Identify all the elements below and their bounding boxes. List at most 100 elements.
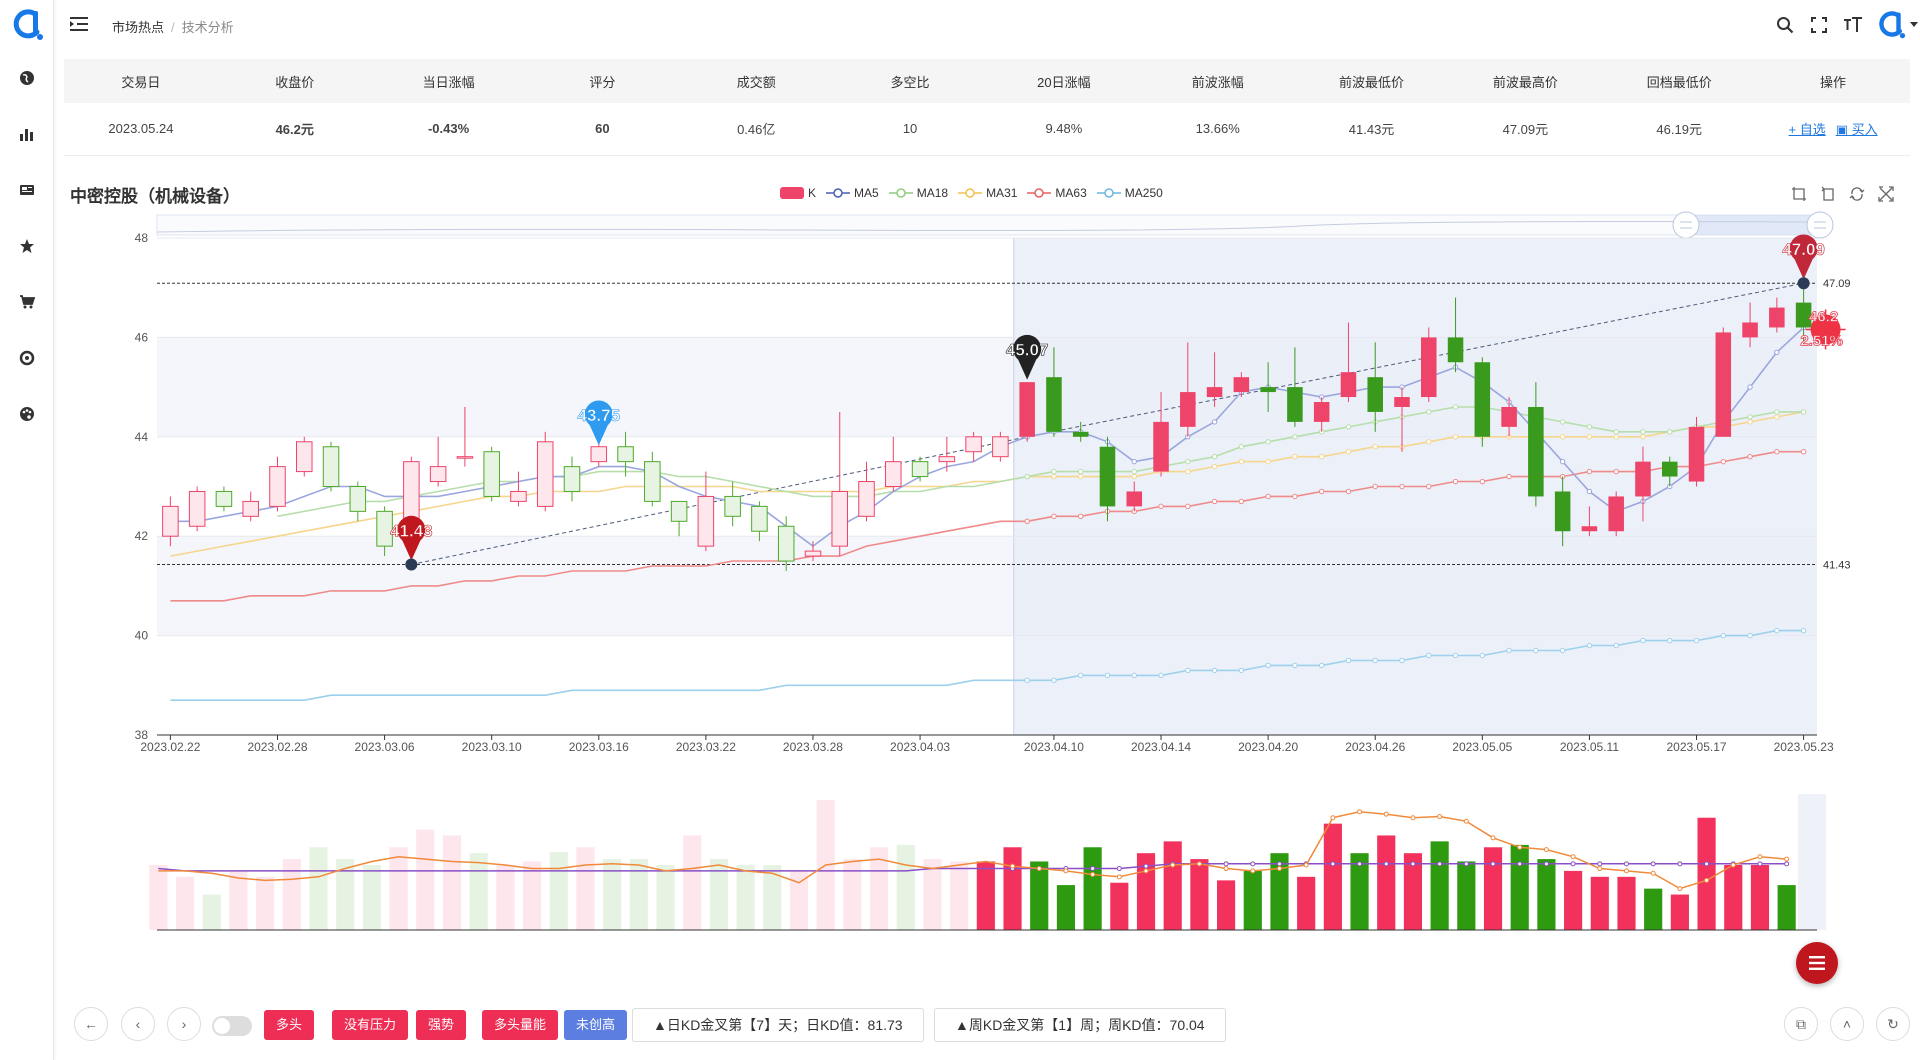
crosshair-icon[interactable] xyxy=(1878,186,1896,204)
ma63-point xyxy=(1345,488,1352,495)
candle-body xyxy=(1153,421,1169,472)
volume-bar xyxy=(950,861,969,930)
datazoom-window[interactable] xyxy=(1686,215,1817,235)
volume-bar xyxy=(843,859,862,930)
ma18-point xyxy=(1613,429,1619,435)
vol_ma1-point xyxy=(1490,835,1496,841)
x-tick-label: 2023.05.23 xyxy=(1774,740,1834,754)
news-icon[interactable] xyxy=(17,180,37,200)
vol_ma1-point xyxy=(1223,866,1229,872)
ma31-point xyxy=(1292,453,1298,460)
summary-header-row: 交易日 收盘价 当日涨幅 评分 成交额 多空比 20日涨幅 前波涨幅 前波最低价… xyxy=(64,59,1910,103)
volume-bar xyxy=(1644,888,1663,930)
buy-link[interactable]: ▣ 买入 xyxy=(1836,122,1878,137)
bar-chart-icon[interactable] xyxy=(17,124,37,144)
vol_ma1-point xyxy=(1463,818,1469,824)
target-icon[interactable] xyxy=(17,348,37,368)
palette-icon[interactable] xyxy=(17,404,37,424)
trend-line xyxy=(1027,282,1804,438)
candle-body xyxy=(269,466,286,507)
volume-bar xyxy=(1350,853,1369,930)
volume-bar xyxy=(709,859,728,930)
legend-ma5[interactable]: MA5 xyxy=(826,186,879,200)
vol_ma1-point xyxy=(1704,877,1710,883)
y-tick-label: 38 xyxy=(135,728,149,742)
ma31-point xyxy=(1131,473,1137,480)
app-logo-icon[interactable] xyxy=(10,8,44,42)
ma250-point xyxy=(1372,657,1378,664)
fullscreen-icon[interactable] xyxy=(1808,14,1830,36)
volume-bar xyxy=(576,847,595,930)
header-trade-date: 交易日 xyxy=(64,59,218,103)
volume-bar xyxy=(1590,876,1609,930)
toggle-switch[interactable] xyxy=(212,1016,252,1036)
legend-k[interactable]: K xyxy=(780,186,816,200)
x-tick-label: 2023.03.16 xyxy=(569,740,629,754)
zoom-reset-icon[interactable] xyxy=(1820,186,1838,204)
chart-menu-button[interactable] xyxy=(1796,942,1838,984)
back-button[interactable]: ← xyxy=(74,1007,108,1041)
legend-ma18-label: MA18 xyxy=(916,186,949,200)
cell-turnover: 0.46亿 xyxy=(679,103,834,156)
ma31-point xyxy=(1185,468,1191,475)
vol_ma2-point xyxy=(1597,861,1603,867)
legend-ma31[interactable]: MA31 xyxy=(958,186,1017,200)
candle-body xyxy=(1554,491,1571,532)
next-button[interactable]: › xyxy=(167,1007,201,1041)
vol_ma2-point xyxy=(1677,861,1683,867)
prev-button[interactable]: ‹ xyxy=(121,1007,155,1041)
ma250-point xyxy=(1586,642,1593,649)
x-tick-label: 2023.04.10 xyxy=(1024,740,1084,754)
volume-bar xyxy=(1670,894,1689,930)
header-wave-low: 前波最低价 xyxy=(1294,59,1449,103)
volume-current-bg xyxy=(1798,794,1826,930)
datazoom-handle-left[interactable] xyxy=(1672,211,1700,239)
volume-bar xyxy=(282,859,301,930)
marker-pin xyxy=(1789,234,1818,280)
legend-ma18[interactable]: MA18 xyxy=(888,186,949,200)
ma31-point xyxy=(1265,458,1271,465)
volume-bar xyxy=(923,859,942,930)
x-tick-label: 2023.03.28 xyxy=(783,740,843,754)
globe-icon[interactable] xyxy=(17,68,37,88)
copy-button[interactable]: ⧉ xyxy=(1784,1007,1818,1041)
ma250-point xyxy=(1506,647,1512,654)
caret-down-icon[interactable] xyxy=(1908,14,1920,36)
refresh-button[interactable]: ↻ xyxy=(1876,1007,1910,1041)
user-avatar-icon[interactable] xyxy=(1876,11,1906,39)
candle-body xyxy=(242,500,259,517)
add-watchlist-link[interactable]: + 自选 xyxy=(1788,122,1826,138)
ma250-point xyxy=(1747,632,1753,639)
ma18-point xyxy=(1185,458,1191,465)
legend-ma250[interactable]: MA250 xyxy=(1096,186,1163,200)
candle-body xyxy=(563,466,581,492)
volume-bar xyxy=(1243,870,1262,930)
cart-icon[interactable] xyxy=(17,292,37,312)
ma250-point xyxy=(1774,627,1780,634)
chevron-right-icon: › xyxy=(181,1016,187,1032)
ma250-point xyxy=(1533,647,1539,654)
zoom-select-icon[interactable] xyxy=(1791,186,1809,204)
legend-ma63[interactable]: MA63 xyxy=(1027,186,1087,200)
restore-icon[interactable] xyxy=(1849,186,1867,204)
datazoom-handle-right[interactable] xyxy=(1806,211,1834,239)
breadcrumb-root[interactable]: 市场热点 xyxy=(112,20,165,35)
menu-fold-icon[interactable] xyxy=(70,16,88,32)
ma63-point xyxy=(1586,468,1593,475)
font-size-icon[interactable] xyxy=(1842,14,1864,36)
y-tick-label: 40 xyxy=(135,629,149,643)
datazoom-track[interactable] xyxy=(156,214,1818,236)
summary-data-row: 2023.05.24 46.2元 -0.43% 60 0.46亿 10 9.48… xyxy=(64,103,1910,156)
ma250-point xyxy=(1559,647,1566,654)
ma63-point xyxy=(1318,488,1325,495)
ma31-point xyxy=(1747,419,1753,425)
star-icon[interactable] xyxy=(17,236,37,256)
scroll-top-button[interactable]: ˄ xyxy=(1830,1007,1864,1041)
candle-body xyxy=(1769,307,1785,328)
marker-dot xyxy=(405,558,418,571)
search-icon[interactable] xyxy=(1774,14,1796,36)
ma18-point xyxy=(1426,409,1432,415)
ma250-point xyxy=(1265,662,1271,669)
ma63-point xyxy=(1051,513,1057,520)
